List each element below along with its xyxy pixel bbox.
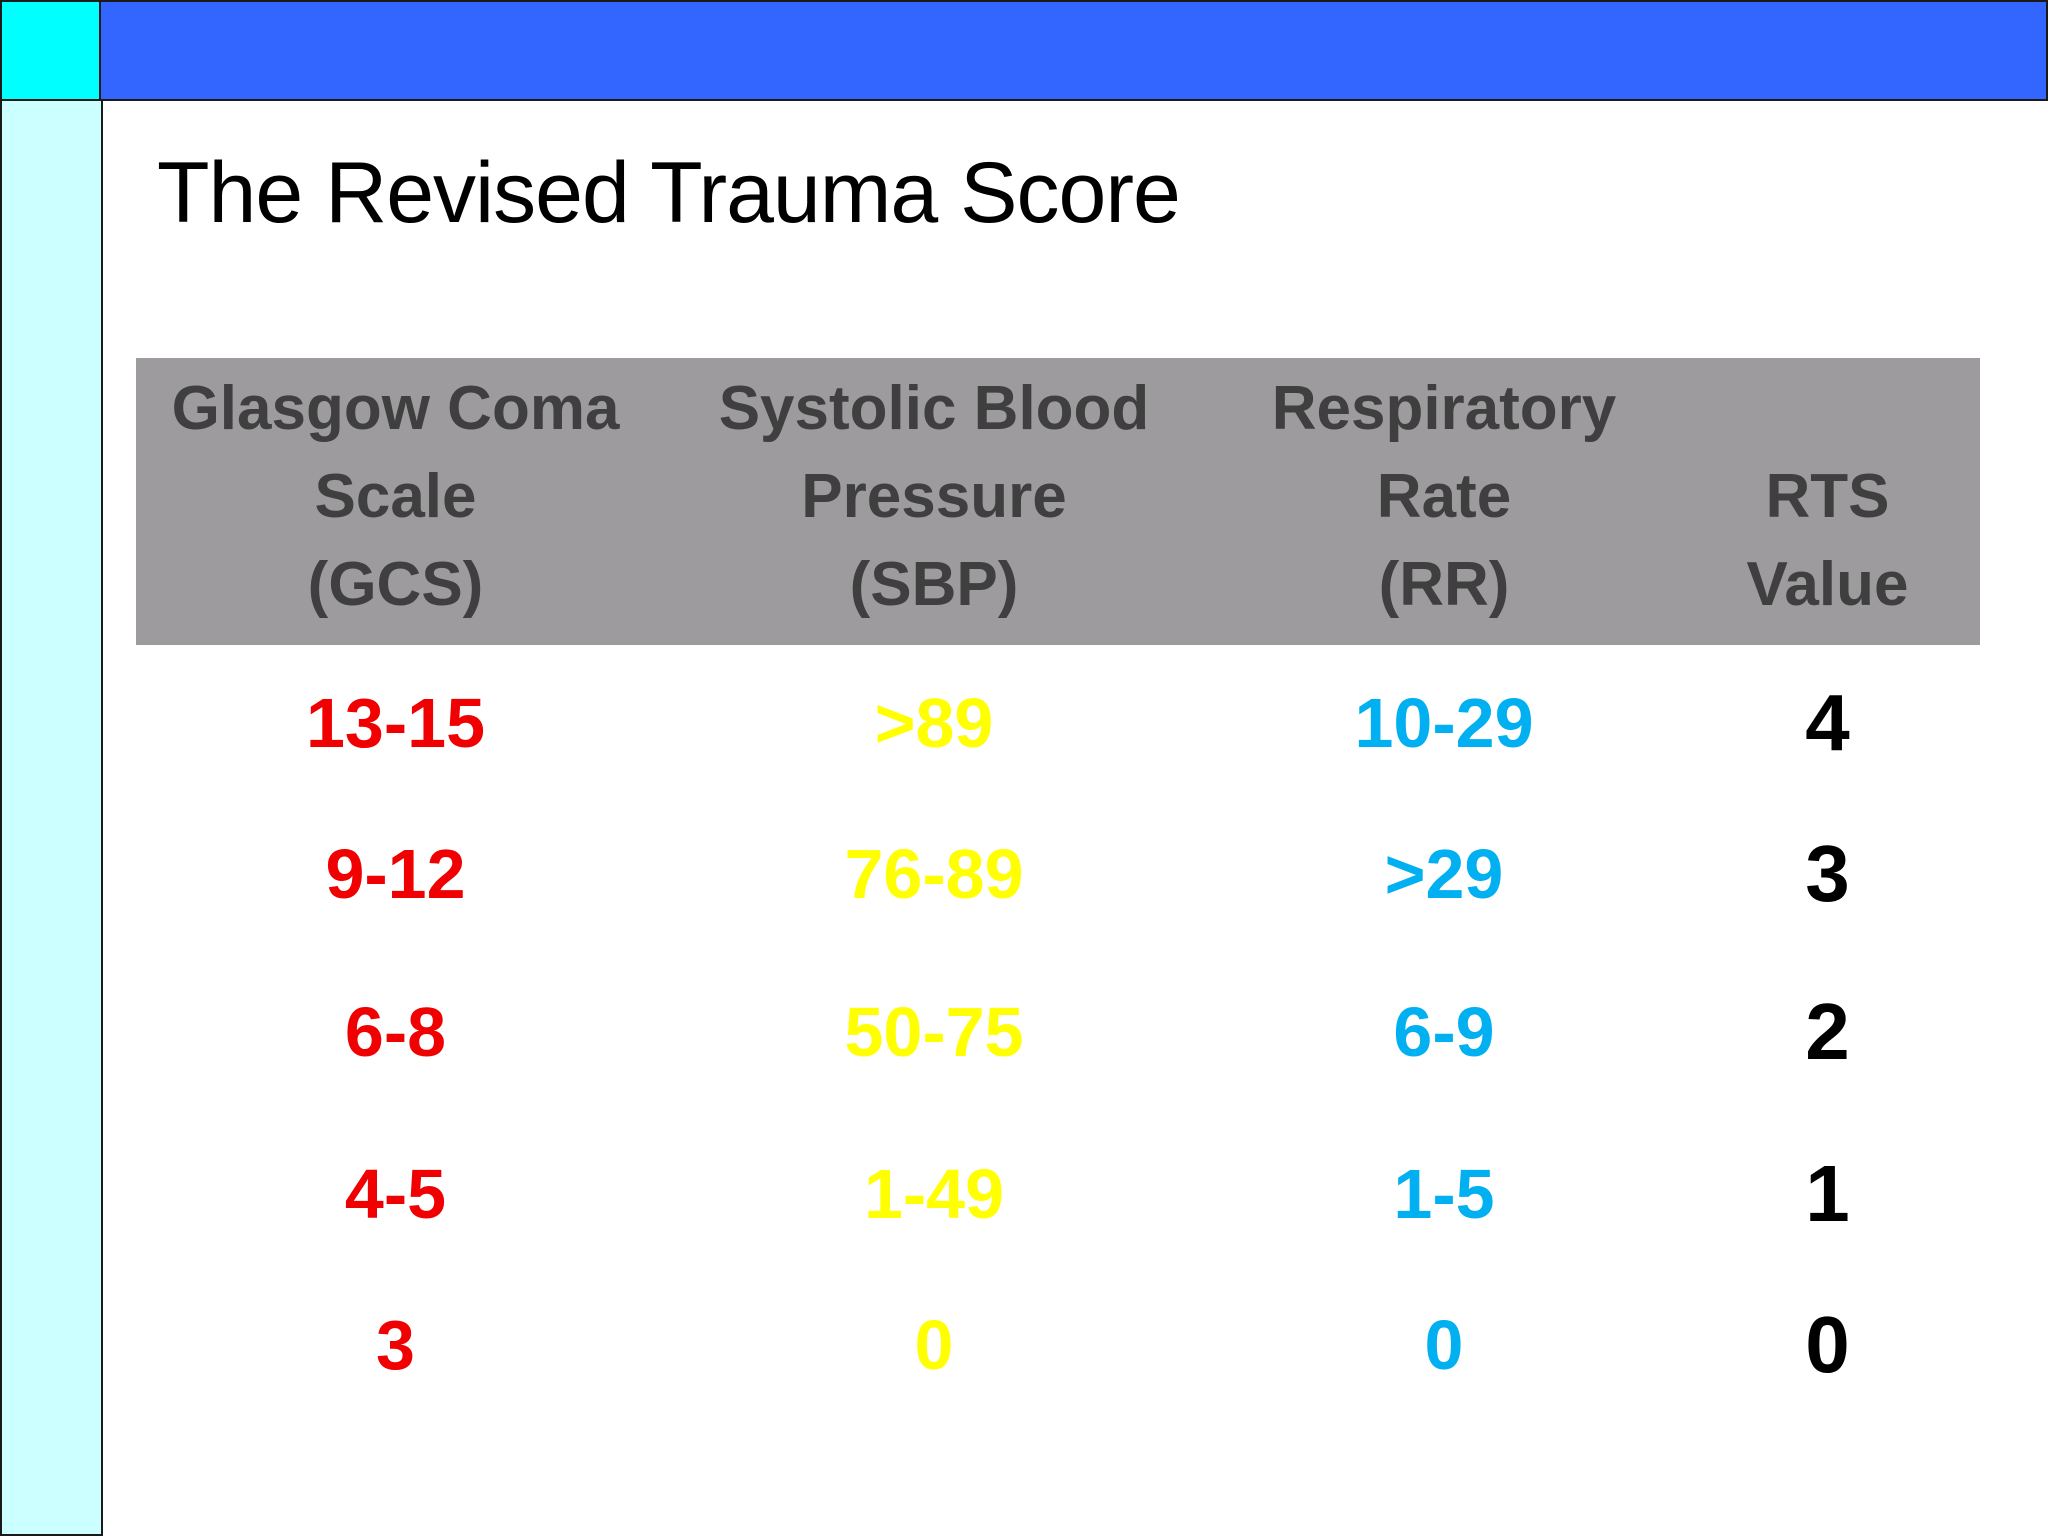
header-rr-line: Rate [1376, 462, 1512, 531]
header-rts-line: Value [1746, 550, 1909, 619]
gcs-cell: 4-5 [344, 1155, 447, 1233]
rr-cell: 0 [1424, 1306, 1464, 1384]
table-row: 4-5 1-49 1-5 1 [136, 1116, 1980, 1272]
rr-cell: 6-9 [1393, 993, 1495, 1071]
left-sidebar-bar [0, 101, 103, 1536]
table-row: 3 0 0 0 [136, 1272, 1980, 1418]
rts-value-cell: 3 [1805, 829, 1850, 918]
sbp-cell: 76-89 [844, 835, 1024, 913]
header-rr-line: (RR) [1378, 550, 1510, 619]
gcs-cell: 9-12 [325, 835, 466, 913]
header-gcs: Glasgow Coma Scale (GCS) [136, 358, 655, 645]
sbp-cell: >89 [874, 683, 994, 762]
gcs-cell: 3 [376, 1306, 415, 1384]
header-rr-line: Respiratory [1271, 374, 1617, 443]
header-rts-line: RTS [1765, 462, 1890, 531]
sbp-cell: 0 [914, 1306, 954, 1384]
gcs-cell: 13-15 [305, 683, 486, 762]
table-row: 6-8 50-75 6-9 2 [136, 948, 1980, 1116]
revised-trauma-score-table: Glasgow Coma Scale (GCS) Systolic Blood … [136, 358, 1980, 1418]
header-sbp: Systolic Blood Pressure (SBP) [655, 358, 1213, 645]
header-sbp-line: (SBP) [849, 550, 1019, 619]
table-header-row: Glasgow Coma Scale (GCS) Systolic Blood … [136, 358, 1980, 645]
header-sbp-line: Pressure [801, 462, 1067, 531]
table-row: 9-12 76-89 >29 3 [136, 800, 1980, 948]
header-rts-value: RTS Value [1675, 358, 1980, 645]
corner-accent-block [0, 0, 101, 101]
rts-value-cell: 0 [1805, 1300, 1850, 1389]
rr-cell: >29 [1384, 835, 1504, 913]
sbp-cell: 1-49 [863, 1155, 1005, 1233]
gcs-cell: 6-8 [344, 993, 447, 1071]
header-rr: Respiratory Rate (RR) [1213, 358, 1675, 645]
top-banner-bar [101, 0, 2048, 101]
rts-value-cell: 2 [1805, 987, 1850, 1076]
table-row: 13-15 >89 10-29 4 [136, 645, 1980, 800]
rts-value-cell: 4 [1805, 677, 1850, 767]
header-gcs-line: Scale [314, 462, 477, 531]
header-sbp-line: Systolic Blood [718, 374, 1150, 443]
slide-title: The Revised Trauma Score [157, 145, 1181, 241]
rts-value-cell: 1 [1805, 1149, 1850, 1238]
header-gcs-line: (GCS) [307, 550, 484, 619]
header-gcs-line: Glasgow Coma [171, 374, 620, 443]
sbp-cell: 50-75 [844, 993, 1024, 1071]
rr-cell: 1-5 [1393, 1155, 1495, 1233]
rr-cell: 10-29 [1354, 683, 1534, 762]
